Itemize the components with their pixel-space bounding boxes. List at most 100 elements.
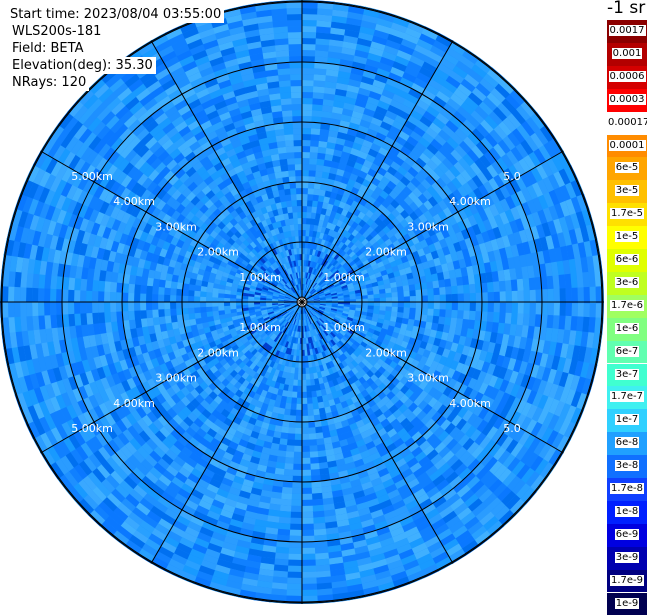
data-gate [547,302,554,317]
data-gate [280,339,285,346]
data-gate [219,317,227,324]
data-gate [396,442,408,454]
data-gate [181,504,196,516]
data-gate [256,464,268,473]
data-gate [305,306,310,312]
data-gate [173,152,186,164]
data-gate [191,185,203,196]
data-gate [297,325,300,332]
data-gate [265,337,272,344]
data-gate [313,86,326,94]
data-gate [366,331,374,338]
data-gate [533,238,543,253]
data-gate [419,115,434,128]
data-gate [287,290,293,295]
data-gate [264,186,273,194]
data-gate [393,326,401,334]
data-gate [389,146,401,157]
data-gate [415,157,427,169]
data-gate [422,349,431,359]
data-gate [219,279,227,286]
data-gate [355,464,367,474]
data-gate [421,308,428,316]
data-gate [266,237,273,245]
data-gate [359,450,371,460]
data-gate [458,335,467,347]
data-gate [148,449,162,463]
data-gate [397,109,411,121]
data-gate [325,294,332,298]
data-gate [231,159,242,169]
data-gate [456,250,465,261]
data-gate [127,165,140,179]
data-gate [83,206,95,221]
data-gate [460,421,472,435]
data-gate [377,531,393,542]
data-gate [111,320,119,332]
data-gate [439,107,454,121]
data-gate [236,341,244,348]
data-gate [356,93,370,103]
data-gate [354,239,362,248]
data-gate [356,470,369,480]
data-gate [304,313,307,320]
data-gate [238,234,246,243]
data-gate [475,123,490,139]
data-gate [470,445,484,460]
data-gate [198,93,213,105]
data-gate [196,457,209,469]
data-gate [92,279,100,292]
data-gate [336,255,343,262]
data-gate [381,274,389,281]
data-gate [333,397,341,405]
data-gate [433,241,443,251]
data-gate [98,290,105,302]
data-gate [331,277,338,283]
data-gate [417,400,428,411]
data-gate [134,292,141,302]
data-gate [450,317,458,327]
data-gate [188,295,195,302]
data-gate [452,212,463,224]
data-gate [187,493,202,506]
data-gate [124,328,132,340]
data-gate [461,228,471,241]
data-gate [310,290,316,295]
data-gate [312,98,325,106]
data-gate [343,139,355,149]
data-gate [279,293,286,297]
data-gate [280,164,289,172]
data-gate [439,255,447,266]
data-gate [434,134,448,147]
data-gate [287,433,296,440]
data-gate [66,389,78,405]
data-gate [180,332,188,341]
data-gate [334,316,341,322]
data-gate [285,315,291,321]
data-gate [415,289,422,297]
data-gate [499,379,510,394]
data-gate [282,346,288,354]
data-gate [239,354,247,362]
data-gate [392,93,407,105]
data-gate [276,413,285,421]
data-gate [86,312,94,325]
data-gate [344,264,351,271]
data-gate [250,316,258,322]
data-gate [220,137,232,147]
data-gate [493,143,507,159]
data-gate [93,234,103,248]
data-gate [273,335,280,343]
data-gate [151,206,162,218]
data-gate [465,166,478,180]
data-gate [323,93,336,101]
data-gate [248,326,256,332]
data-gate [263,199,271,207]
data-gate [290,397,297,404]
data-gate [362,365,370,374]
data-gate [298,313,301,320]
data-gate [446,367,456,379]
data-gate [197,180,209,191]
data-gate [268,266,274,273]
data-gate [152,285,159,295]
